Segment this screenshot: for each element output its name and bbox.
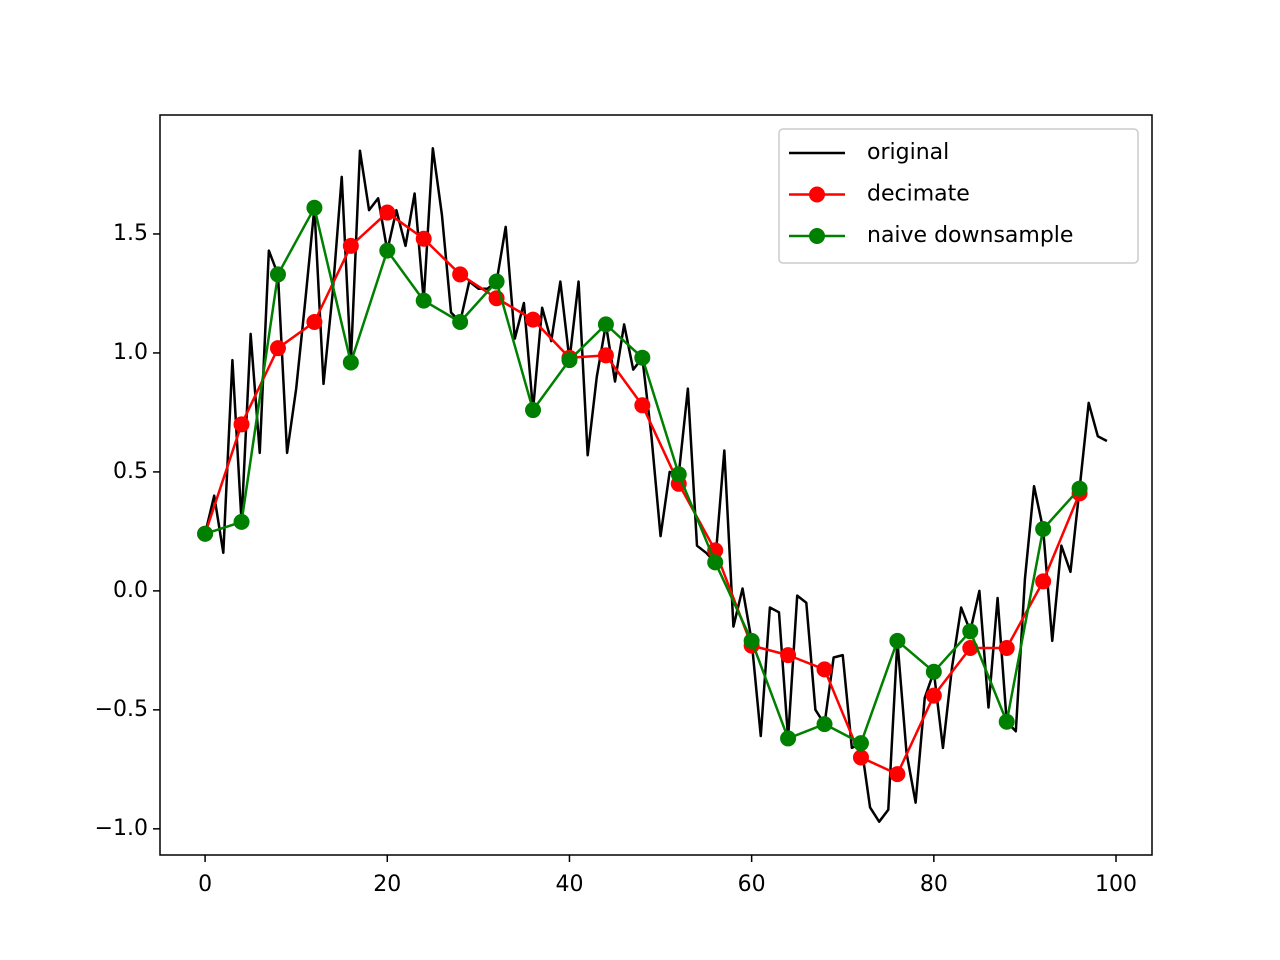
point <box>452 314 469 331</box>
point <box>962 623 979 640</box>
point <box>1071 480 1088 497</box>
point <box>452 266 469 283</box>
point <box>743 632 760 649</box>
point <box>780 730 797 747</box>
point <box>342 237 359 254</box>
legend-label: naive downsample <box>867 223 1073 248</box>
point <box>197 525 214 542</box>
series-line <box>204 206 1081 745</box>
point <box>525 311 542 328</box>
y-tick-label: −1.0 <box>95 816 148 841</box>
point <box>1035 521 1052 538</box>
point <box>634 397 651 414</box>
point <box>852 749 869 766</box>
point <box>889 632 906 649</box>
legend-box <box>778 128 1139 264</box>
point <box>670 466 687 483</box>
point <box>1035 573 1052 590</box>
point <box>707 554 724 571</box>
point <box>925 687 942 704</box>
x-tick-label: 20 <box>373 872 401 897</box>
point <box>379 204 396 221</box>
point <box>561 352 578 369</box>
point <box>342 354 359 371</box>
x-tick-label: 0 <box>198 872 212 897</box>
point <box>634 349 651 366</box>
point <box>780 647 797 664</box>
point <box>233 513 250 530</box>
plot-area <box>197 147 1108 823</box>
point <box>889 766 906 783</box>
y-tick-label: 1.0 <box>113 340 148 365</box>
point <box>233 416 250 433</box>
legend-label: original <box>867 140 949 165</box>
point <box>816 716 833 733</box>
point <box>269 340 286 357</box>
point <box>525 402 542 419</box>
point <box>852 735 869 752</box>
y-tick-label: 0.5 <box>113 459 148 484</box>
point <box>379 242 396 259</box>
point <box>306 199 323 216</box>
y-tick-label: 1.5 <box>113 221 148 246</box>
point <box>269 266 286 283</box>
x-tick-label: 40 <box>555 872 583 897</box>
series-line <box>203 147 1108 823</box>
point <box>597 347 614 364</box>
point <box>925 663 942 680</box>
legend-marker <box>809 228 825 244</box>
point <box>488 273 505 290</box>
point <box>306 314 323 331</box>
point <box>415 292 432 309</box>
y-tick-label: −0.5 <box>95 697 148 722</box>
point <box>998 713 1015 730</box>
point <box>415 230 432 247</box>
plot-frame <box>159 114 1153 856</box>
x-tick-label: 100 <box>1095 872 1137 897</box>
x-tick-label: 80 <box>920 872 948 897</box>
point <box>998 639 1015 656</box>
x-tick-label: 60 <box>738 872 766 897</box>
legend-marker <box>809 186 825 203</box>
legend-label: decimate <box>867 182 970 207</box>
y-tick-label: 0.0 <box>113 578 148 603</box>
point <box>597 316 614 333</box>
point <box>816 661 833 678</box>
